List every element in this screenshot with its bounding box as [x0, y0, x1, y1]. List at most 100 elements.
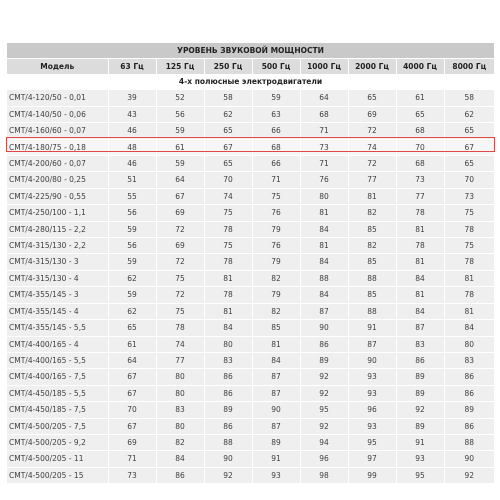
- value-cell: 78: [396, 204, 445, 222]
- value-cell: 96: [300, 450, 349, 468]
- value-cell: 92: [204, 467, 253, 485]
- value-cell: 62: [204, 106, 253, 124]
- model-cell: CMT/4-315/130 - 2,2: [7, 237, 109, 255]
- model-cell: CMT/4-400/165 - 5,5: [7, 352, 109, 370]
- header-63hz: 63 Гц: [108, 58, 157, 76]
- value-cell: 56: [108, 237, 157, 255]
- value-cell: 71: [300, 122, 349, 140]
- value-cell: 93: [396, 450, 445, 468]
- header-2000hz: 2000 Гц: [348, 58, 397, 76]
- value-cell: 81: [300, 204, 349, 222]
- value-cell: 87: [348, 336, 397, 353]
- value-cell: 80: [444, 336, 495, 353]
- value-cell: 87: [252, 385, 301, 403]
- value-cell: 43: [108, 106, 157, 124]
- model-cell: CMT/4-315/130 - 4: [7, 270, 109, 288]
- table-row: CMT/4-500/205 - 15 73 86 92 93 98 99 95 92: [7, 467, 495, 485]
- value-cell: 89: [204, 401, 253, 419]
- model-cell: CMT/4-500/205 - 11: [7, 450, 109, 468]
- value-cell: 87: [252, 418, 301, 435]
- value-cell: 89: [444, 401, 495, 419]
- value-cell: 89: [252, 434, 301, 452]
- value-cell: 69: [156, 204, 205, 222]
- table-row: CMT/4-315/130 - 4 62 75 81 82 88 88 84 81: [7, 270, 495, 288]
- table-row: CMT/4-500/205 - 11 71 84 90 91 96 97 93 90: [7, 450, 495, 468]
- table-row: CMT/4-355/145 - 4 62 75 81 82 87 88 84 81: [7, 303, 495, 321]
- value-cell: 76: [252, 204, 301, 222]
- value-cell: 89: [396, 385, 445, 403]
- sound-power-table: УРОВЕНЬ ЗВУКОВОЙ МОЩНОСТИ Модель 63 Гц 1…: [7, 43, 495, 485]
- value-cell: 70: [444, 171, 495, 189]
- value-cell: 83: [156, 401, 205, 419]
- value-cell: 96: [348, 401, 397, 419]
- value-cell: 86: [156, 467, 205, 485]
- value-cell: 84: [252, 352, 301, 370]
- value-cell: 78: [444, 253, 495, 271]
- value-cell: 75: [444, 204, 495, 222]
- table-row: CMT/4-200/80 - 0,25 51 64 70 71 76 77 73 70: [7, 171, 495, 189]
- model-cell: CMT/4-120/50 - 0,01: [7, 89, 109, 107]
- value-cell: 59: [108, 221, 157, 239]
- value-cell: 86: [204, 418, 253, 435]
- value-cell: 65: [348, 89, 397, 107]
- value-cell: 76: [252, 237, 301, 255]
- value-cell: 90: [444, 450, 495, 468]
- value-cell: 64: [108, 352, 157, 370]
- section-row: 4-х полюсные электродвигатели: [7, 74, 495, 91]
- value-cell: 71: [300, 155, 349, 173]
- value-cell: 46: [108, 122, 157, 140]
- value-cell: 82: [252, 270, 301, 288]
- value-cell: 78: [396, 237, 445, 255]
- value-cell: 81: [252, 336, 301, 353]
- value-cell: 74: [348, 139, 397, 157]
- value-cell: 83: [204, 352, 253, 370]
- value-cell: 85: [348, 253, 397, 271]
- value-cell: 93: [252, 467, 301, 485]
- value-cell: 59: [108, 253, 157, 271]
- value-cell: 65: [444, 122, 495, 140]
- value-cell: 84: [396, 303, 445, 321]
- header-8000hz: 8000 Гц: [444, 58, 495, 76]
- value-cell: 84: [300, 286, 349, 304]
- value-cell: 93: [348, 368, 397, 386]
- value-cell: 78: [204, 221, 253, 239]
- value-cell: 78: [444, 286, 495, 304]
- value-cell: 78: [204, 286, 253, 304]
- value-cell: 65: [204, 122, 253, 140]
- value-cell: 93: [348, 385, 397, 403]
- value-cell: 59: [156, 155, 205, 173]
- value-cell: 68: [396, 155, 445, 173]
- value-cell: 83: [396, 336, 445, 353]
- value-cell: 69: [108, 434, 157, 452]
- value-cell: 67: [108, 385, 157, 403]
- model-cell: CMT/4-180/75 - 0,18: [7, 139, 109, 157]
- value-cell: 65: [396, 106, 445, 124]
- table-row: CMT/4-400/165 - 4 61 74 80 81 86 87 83 80: [7, 336, 495, 353]
- value-cell: 71: [108, 450, 157, 468]
- value-cell: 85: [348, 286, 397, 304]
- value-cell: 92: [300, 385, 349, 403]
- value-cell: 88: [444, 434, 495, 452]
- header-1000hz: 1000 Гц: [300, 58, 349, 76]
- value-cell: 62: [444, 106, 495, 124]
- value-cell: 82: [348, 204, 397, 222]
- value-cell: 79: [252, 286, 301, 304]
- value-cell: 56: [108, 204, 157, 222]
- value-cell: 86: [396, 352, 445, 370]
- value-cell: 71: [252, 171, 301, 189]
- value-cell: 69: [156, 237, 205, 255]
- value-cell: 78: [204, 253, 253, 271]
- value-cell: 84: [204, 319, 253, 337]
- value-cell: 67: [156, 188, 205, 206]
- value-cell: 90: [348, 352, 397, 370]
- value-cell: 91: [396, 434, 445, 452]
- table-row: CMT/4-400/165 - 7,5 67 80 86 87 92 93 89 86: [7, 368, 495, 386]
- table-title: УРОВЕНЬ ЗВУКОВОЙ МОЩНОСТИ: [7, 43, 495, 59]
- value-cell: 73: [300, 139, 349, 157]
- value-cell: 39: [108, 89, 157, 107]
- value-cell: 84: [300, 221, 349, 239]
- model-cell: CMT/4-280/115 - 2,2: [7, 221, 109, 239]
- value-cell: 65: [444, 155, 495, 173]
- value-cell: 95: [396, 467, 445, 485]
- value-cell: 89: [396, 368, 445, 386]
